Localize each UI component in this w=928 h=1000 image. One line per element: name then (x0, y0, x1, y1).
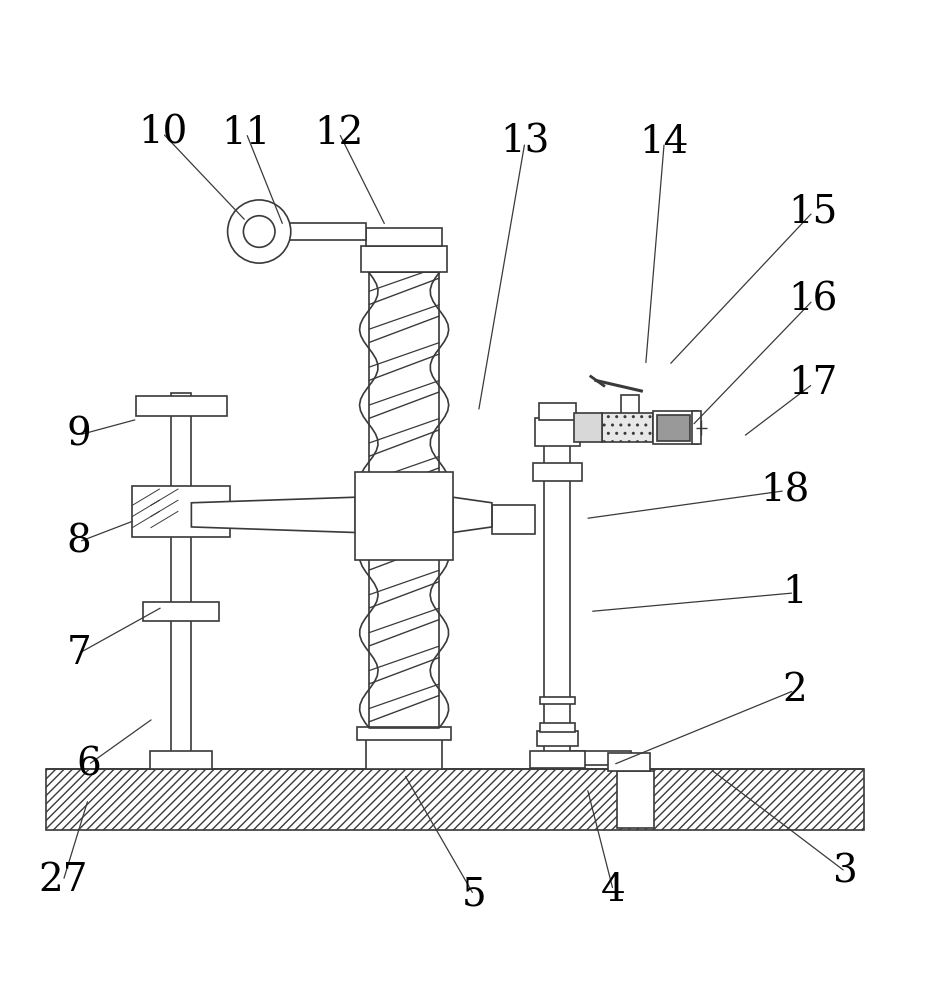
Text: 4: 4 (600, 872, 625, 909)
Text: 6: 6 (76, 746, 100, 783)
Bar (570, 751, 630, 765)
Text: 11: 11 (221, 115, 271, 152)
Bar (533, 463, 581, 481)
Bar (266, 223, 366, 240)
Bar (368, 272, 439, 728)
Bar (538, 403, 575, 420)
Text: 3: 3 (832, 853, 857, 890)
Text: 10: 10 (137, 115, 187, 152)
Circle shape (227, 200, 290, 263)
Text: 9: 9 (67, 416, 91, 453)
Bar (46, 769, 863, 830)
Polygon shape (453, 497, 492, 533)
Text: 12: 12 (314, 115, 364, 152)
Text: 14: 14 (638, 124, 689, 161)
Bar (354, 472, 453, 560)
Text: 17: 17 (787, 365, 837, 402)
Bar (566, 418, 631, 439)
Bar (652, 411, 697, 444)
Bar (539, 697, 574, 704)
Text: 27: 27 (38, 862, 88, 899)
Bar (529, 751, 585, 768)
Bar (150, 751, 212, 769)
Bar (539, 723, 574, 732)
Polygon shape (191, 497, 354, 533)
Bar (601, 413, 652, 442)
Circle shape (243, 216, 275, 247)
Bar (620, 395, 638, 437)
Bar (366, 732, 442, 769)
Bar (536, 731, 577, 746)
Bar (656, 415, 690, 441)
Bar (544, 435, 570, 769)
Bar (171, 393, 191, 769)
Text: 16: 16 (787, 282, 837, 319)
Bar (616, 771, 653, 828)
Bar (492, 505, 535, 534)
Bar (135, 396, 226, 416)
Text: 1: 1 (781, 574, 806, 611)
Text: 8: 8 (67, 523, 91, 560)
Text: 13: 13 (499, 124, 549, 161)
Text: 15: 15 (787, 194, 837, 231)
Bar (361, 246, 446, 272)
Bar (356, 727, 451, 740)
Text: 7: 7 (67, 635, 91, 672)
Text: 5: 5 (461, 876, 485, 913)
Bar (366, 228, 442, 246)
Text: 18: 18 (759, 472, 809, 509)
Bar (691, 411, 701, 444)
Bar (535, 418, 579, 446)
Bar (132, 486, 230, 537)
Bar (574, 413, 601, 442)
Bar (143, 602, 219, 621)
Text: 2: 2 (781, 672, 806, 709)
Bar (608, 753, 650, 771)
